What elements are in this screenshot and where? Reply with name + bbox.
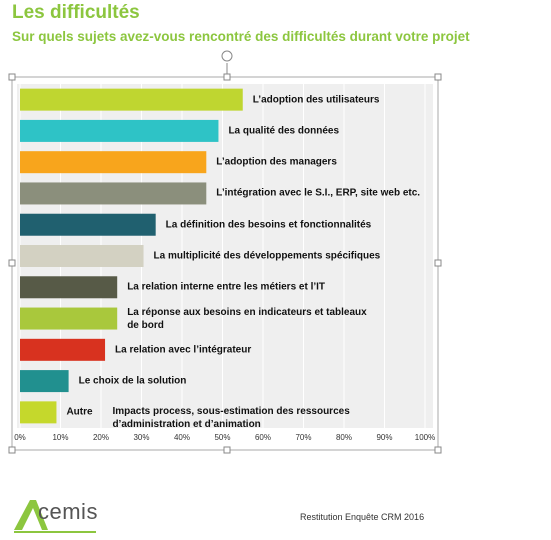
bar bbox=[20, 182, 207, 205]
x-tick-label: 60% bbox=[255, 433, 271, 442]
bar bbox=[20, 88, 243, 111]
x-tick-label: 40% bbox=[174, 433, 190, 442]
bar bbox=[20, 276, 118, 299]
bar-label: La réponse aux besoins en indicateurs et… bbox=[127, 306, 367, 331]
bar bbox=[20, 401, 57, 424]
bar-label: Autre bbox=[66, 406, 93, 418]
bar bbox=[20, 119, 219, 142]
slide-title: Les difficultés bbox=[12, 2, 140, 23]
x-tick-label: 90% bbox=[376, 433, 392, 442]
x-tick-label: 50% bbox=[214, 433, 230, 442]
x-tick-label: 10% bbox=[52, 433, 68, 442]
x-tick-label: 80% bbox=[336, 433, 352, 442]
footer: Restitution Enquête CRM 2016 bbox=[300, 512, 425, 522]
bar bbox=[20, 338, 106, 361]
bar-label: Le choix de la solution bbox=[78, 375, 187, 387]
bar-label: La définition des besoins et fonctionnal… bbox=[165, 219, 372, 231]
bar-label: L’intégration avec le S.I., ERP, site we… bbox=[216, 187, 421, 199]
bar-label: L’adoption des utilisateurs bbox=[252, 94, 380, 106]
logo-mark bbox=[14, 500, 48, 530]
bar-label: La relation avec l’intégrateur bbox=[115, 344, 252, 356]
bar-label: L’adoption des managers bbox=[216, 156, 337, 168]
bar bbox=[20, 245, 144, 267]
bar bbox=[20, 307, 118, 330]
bar-label: La qualité des données bbox=[228, 125, 340, 137]
x-tick-label: 30% bbox=[133, 433, 149, 442]
x-tick-label: 20% bbox=[93, 433, 109, 442]
logo: cemis bbox=[38, 499, 98, 524]
selection-frame bbox=[8, 50, 442, 454]
bar bbox=[20, 370, 69, 393]
slide-subtitle: Sur quels sujets avez-vous rencontré des… bbox=[12, 29, 470, 44]
x-tick-label: 70% bbox=[295, 433, 311, 442]
bar bbox=[20, 213, 156, 236]
bar-label: La relation interne entre les métiers et… bbox=[127, 281, 326, 293]
x-tick-label: 100% bbox=[415, 433, 435, 442]
x-tick-label: 0% bbox=[14, 433, 26, 442]
bar bbox=[20, 151, 207, 174]
bar-label: La multiplicité des développements spéci… bbox=[153, 250, 381, 262]
annotation: Impacts process, sous-estimation des res… bbox=[112, 406, 350, 431]
